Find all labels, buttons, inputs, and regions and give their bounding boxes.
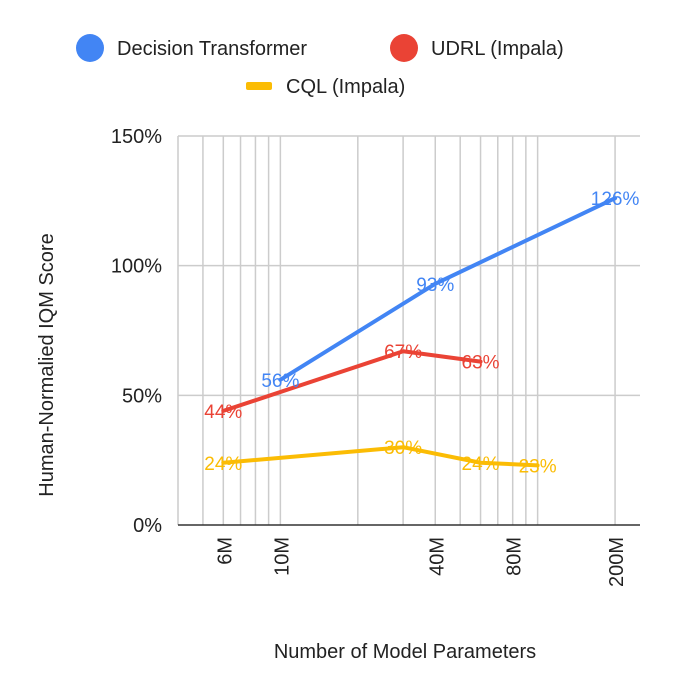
series-lines [221,196,618,468]
data-labels: 56% 93% 126% 44% 67% 63% 24% 30% 24% 23% [204,189,639,477]
legend-item: CQL (Impala) [246,76,405,98]
legend: Decision Transformer UDRL (Impala) CQL (Im… [76,34,564,98]
y-tick-label: 0% [133,515,162,537]
legend-circle-marker [390,34,418,62]
legend-item: Decision Transformer [76,34,307,62]
data-label: 56% [261,371,299,392]
gridlines [177,135,640,525]
y-axis-title: Human-Normalied IQM Score [36,233,58,496]
x-tick-label: 6M [214,537,236,565]
legend-label: CQL (Impala) [286,76,405,98]
x-tick-label: 40M [426,537,448,576]
x-tick-label: 10M [271,537,293,576]
data-label: 126% [591,189,640,210]
legend-item: UDRL (Impala) [390,34,564,62]
x-axis-title: Number of Model Parameters [274,641,536,663]
data-label: 93% [416,275,454,296]
y-tick-label: 50% [122,385,162,407]
legend-circle-marker [76,34,104,62]
y-tick-label: 150% [111,126,162,148]
legend-line-marker [246,82,272,90]
data-label: 24% [204,454,242,475]
x-tick-label: 80M [504,537,526,576]
series-line [278,196,618,382]
data-label: 30% [384,438,422,459]
data-label: 24% [462,454,500,475]
data-label: 44% [204,402,242,423]
legend-label: Decision Transformer [117,38,307,60]
data-label: 63% [462,353,500,374]
series-line [221,445,540,468]
data-label: 23% [519,456,557,477]
x-tick-label: 200M [606,537,628,587]
series-line [221,349,483,413]
legend-label: UDRL (Impala) [431,38,564,60]
axes: 0% 50% 100% 150% 6M 10M 40M 80M 200M [111,126,640,587]
y-tick-label: 100% [111,256,162,278]
data-label: 67% [384,342,422,363]
